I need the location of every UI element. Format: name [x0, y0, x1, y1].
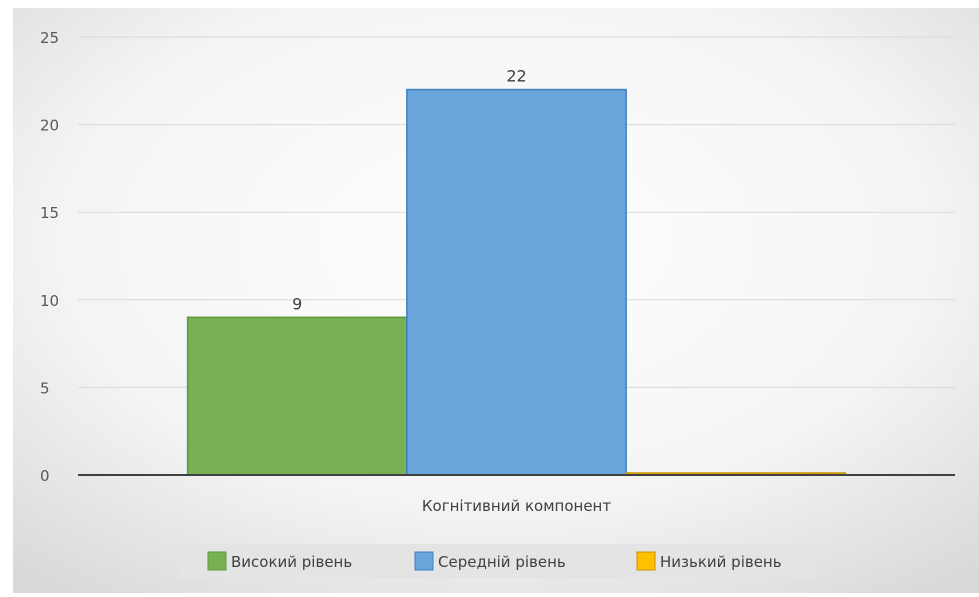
data-labels: 9 22 [292, 67, 527, 314]
y-tick-label: 5 [40, 379, 50, 397]
bar-medium-level [406, 88, 627, 476]
legend-label: Середній рівень [438, 553, 566, 571]
legend-box [180, 544, 817, 578]
y-tick-label: 10 [40, 292, 59, 310]
bars [186, 88, 847, 476]
y-tick-label: 15 [40, 204, 59, 222]
y-tick-label: 20 [40, 117, 59, 135]
legend-label: Низький рівень [660, 553, 782, 571]
legend-swatch [636, 551, 656, 571]
data-label: 9 [292, 294, 302, 313]
y-tick-label: 25 [40, 29, 59, 47]
x-axis: Когнітивний компонент [78, 474, 955, 515]
x-tick-label: Когнітивний компонент [422, 497, 611, 515]
data-label: 22 [506, 67, 526, 86]
legend-swatch [414, 551, 434, 571]
legend-label: Високий рівень [231, 553, 352, 571]
y-axis: 0 5 10 15 20 25 [40, 29, 59, 485]
legend: Високий рівень Середній рівень Низький рів… [180, 544, 817, 578]
bar-high-level [186, 316, 408, 476]
legend-swatch [207, 551, 227, 571]
y-tick-label: 0 [40, 467, 50, 485]
